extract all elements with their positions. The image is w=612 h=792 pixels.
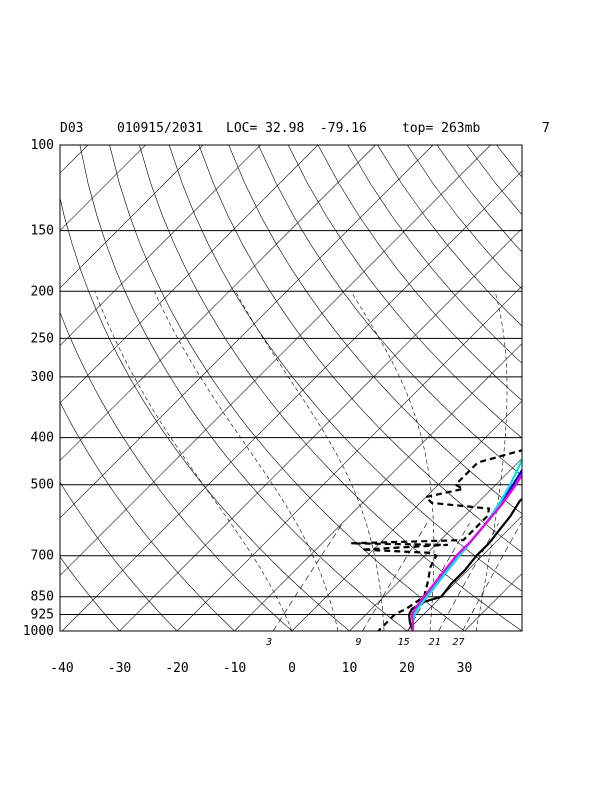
series-line-2	[411, 472, 522, 631]
header-top: top= 263mb	[402, 121, 480, 136]
mixing-ratio-label: 21	[429, 637, 441, 648]
mixing-ratio-label: 9	[356, 637, 362, 648]
mixing-ratio-labels: 3 9 15 21 27	[265, 637, 464, 648]
dry-adiabat-line	[287, 145, 522, 439]
dry-adiabat-line	[586, 145, 612, 631]
dry-adiabat-line	[496, 145, 522, 178]
dry-adiabat-line	[436, 145, 522, 253]
pressure-tick-label: 500	[31, 478, 54, 493]
temperature-tick-label: -30	[108, 661, 131, 676]
dry-adiabat-line	[526, 145, 612, 631]
moist-adiabat-line	[154, 291, 339, 631]
mixing-ratio-line	[438, 523, 499, 631]
dry-adiabat-line	[79, 145, 408, 631]
dry-adiabat-line	[109, 145, 465, 631]
dry-adiabat-line	[556, 145, 612, 631]
pressure-tick-label: 150	[31, 224, 54, 239]
series-line-3	[411, 468, 522, 631]
dry-adiabat-line	[466, 145, 522, 216]
dry-adiabat-line	[60, 481, 178, 631]
isotherm-line	[60, 145, 146, 231]
mixing-ratio-label: 15	[398, 637, 410, 648]
header-datetime: 010915/2031	[117, 121, 203, 136]
pressure-tick-label: 700	[31, 549, 54, 564]
isotherm-line	[521, 630, 522, 631]
mixing-ratio-label: 3	[265, 637, 272, 648]
dry-adiabat-line	[168, 145, 522, 592]
dry-adiabat-line	[377, 145, 522, 327]
pressure-tick-label: 925	[31, 608, 54, 623]
temperature-tick-label: -20	[165, 661, 188, 676]
pressure-gridlines	[60, 144, 522, 632]
isotherm-line	[349, 458, 522, 631]
pressure-tick-label: 1000	[23, 624, 54, 639]
moist-adiabat-line	[475, 291, 508, 631]
isotherm-line	[60, 145, 204, 289]
plot-frame	[59, 144, 523, 632]
dry-adiabat-line	[198, 145, 522, 553]
mixing-ratio-line	[272, 523, 343, 631]
pressure-tick-label: 400	[31, 431, 54, 446]
background-lines	[60, 145, 612, 631]
isotherm-line	[119, 228, 522, 631]
isotherm-line	[60, 145, 261, 346]
pressure-tick-label: 850	[31, 590, 54, 605]
dry-adiabat-line	[407, 145, 522, 290]
temperature-axis-labels: -40 -30 -20 -10 0 10 20 30	[50, 661, 472, 676]
series-line-5	[410, 472, 522, 631]
isotherm-line	[61, 170, 522, 631]
isotherm-line	[291, 400, 522, 631]
moist-adiabat-line	[235, 291, 385, 631]
header-panel: 7	[542, 121, 550, 136]
moist-adiabat-line	[350, 291, 435, 631]
temperature-tick-label: 30	[457, 661, 473, 676]
isotherm-line	[464, 573, 522, 631]
temperature-tick-label: -10	[223, 661, 246, 676]
mixing-ratio-line	[362, 523, 428, 631]
isotherm-line	[60, 145, 376, 461]
pressure-tick-label: 250	[31, 331, 54, 346]
mixing-ratio-label: 27	[452, 637, 464, 648]
isotherm-line	[176, 285, 522, 631]
temperature-tick-label: 10	[342, 661, 358, 676]
temperature-tick-label: -40	[50, 661, 73, 676]
temperature-tick-label: 0	[288, 661, 296, 676]
isotherm-line	[406, 515, 522, 631]
profile-series	[349, 448, 522, 631]
isotherm-line	[234, 343, 522, 631]
dry-adiabat-line	[139, 145, 522, 631]
header-domain: D03	[60, 121, 83, 136]
isotherm-line	[60, 145, 491, 576]
header-location: LOC= 32.98 -79.16	[226, 121, 367, 136]
isotherm-line	[60, 145, 434, 519]
isotherm-line	[60, 145, 319, 404]
header: D03 010915/2031 LOC= 32.98 -79.16 top= 2…	[60, 121, 550, 136]
temperature-tick-label: 20	[399, 661, 415, 676]
series-line-0	[408, 497, 522, 631]
pressure-tick-label: 200	[31, 284, 54, 299]
moist-adiabat-line	[94, 291, 293, 631]
pressure-tick-label: 100	[31, 138, 54, 153]
pressure-tick-label: 300	[31, 370, 54, 385]
mixing-ratio-line	[462, 523, 522, 631]
series-line-4	[411, 457, 522, 631]
